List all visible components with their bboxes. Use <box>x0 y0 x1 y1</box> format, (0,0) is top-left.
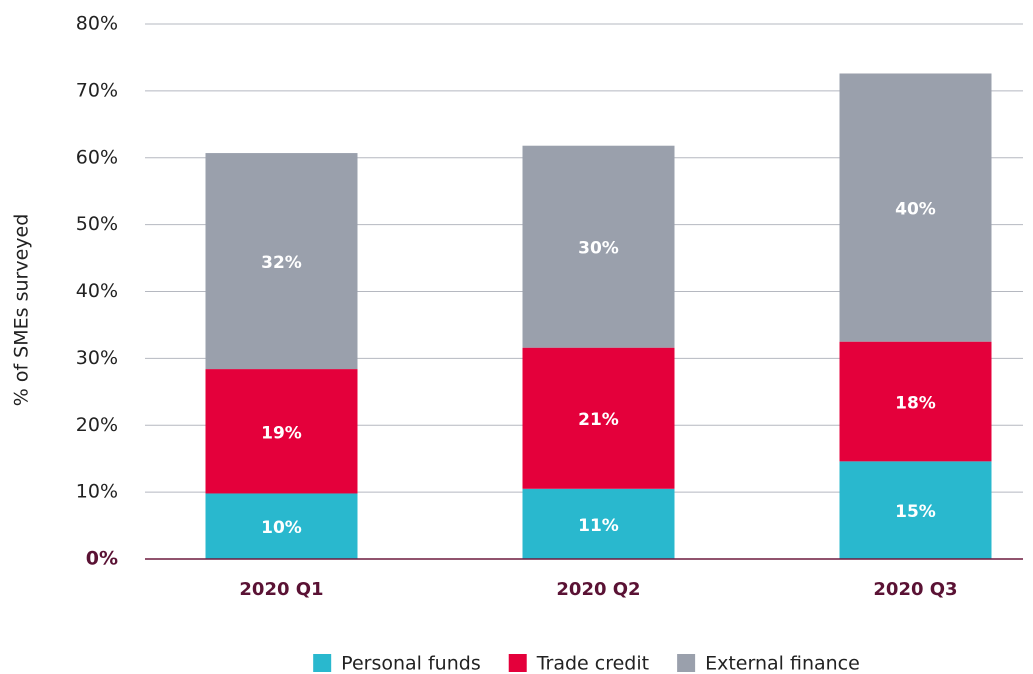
bar-segment <box>205 493 358 559</box>
x-tick-label: 2020 Q3 <box>873 579 957 600</box>
data-label: 15% <box>895 502 936 522</box>
bar-segment <box>839 461 992 559</box>
y-tick-label: 50% <box>76 213 118 235</box>
y-tick-label: 70% <box>76 79 118 101</box>
data-label: 21% <box>578 410 619 430</box>
y-tick-label: 20% <box>76 414 118 436</box>
x-tick-label: 2020 Q1 <box>239 579 323 600</box>
y-tick-label: 80% <box>76 13 118 35</box>
bar-segment <box>205 153 358 370</box>
data-label: 10% <box>261 518 302 538</box>
y-tick-label: 10% <box>76 481 118 503</box>
data-label: 11% <box>578 516 619 536</box>
data-label: 30% <box>578 239 619 259</box>
data-label: 19% <box>261 423 302 443</box>
y-axis-label: % of SMEs surveyed <box>11 214 33 407</box>
bar-segment <box>205 369 358 494</box>
data-label: 18% <box>895 394 936 414</box>
bar-segment <box>839 341 992 462</box>
bar-segment <box>522 145 675 348</box>
x-tick-label: 2020 Q2 <box>556 579 640 600</box>
bar-segment <box>522 488 675 559</box>
data-label: 32% <box>261 253 302 273</box>
data-label: 40% <box>895 200 936 220</box>
legend-swatch <box>508 654 527 672</box>
legend-label: Personal funds <box>341 653 481 674</box>
legend-label: Trade credit <box>536 653 649 674</box>
legend-swatch <box>677 654 696 672</box>
legend-swatch <box>313 654 332 672</box>
bar-segment <box>839 73 992 342</box>
y-tick-label: 30% <box>76 347 118 369</box>
legend-label: External finance <box>705 653 860 674</box>
y-tick-label: 40% <box>76 280 118 302</box>
y-tick-label: 0% <box>86 548 118 570</box>
bar-segment <box>522 347 675 489</box>
y-tick-label: 60% <box>76 146 118 168</box>
